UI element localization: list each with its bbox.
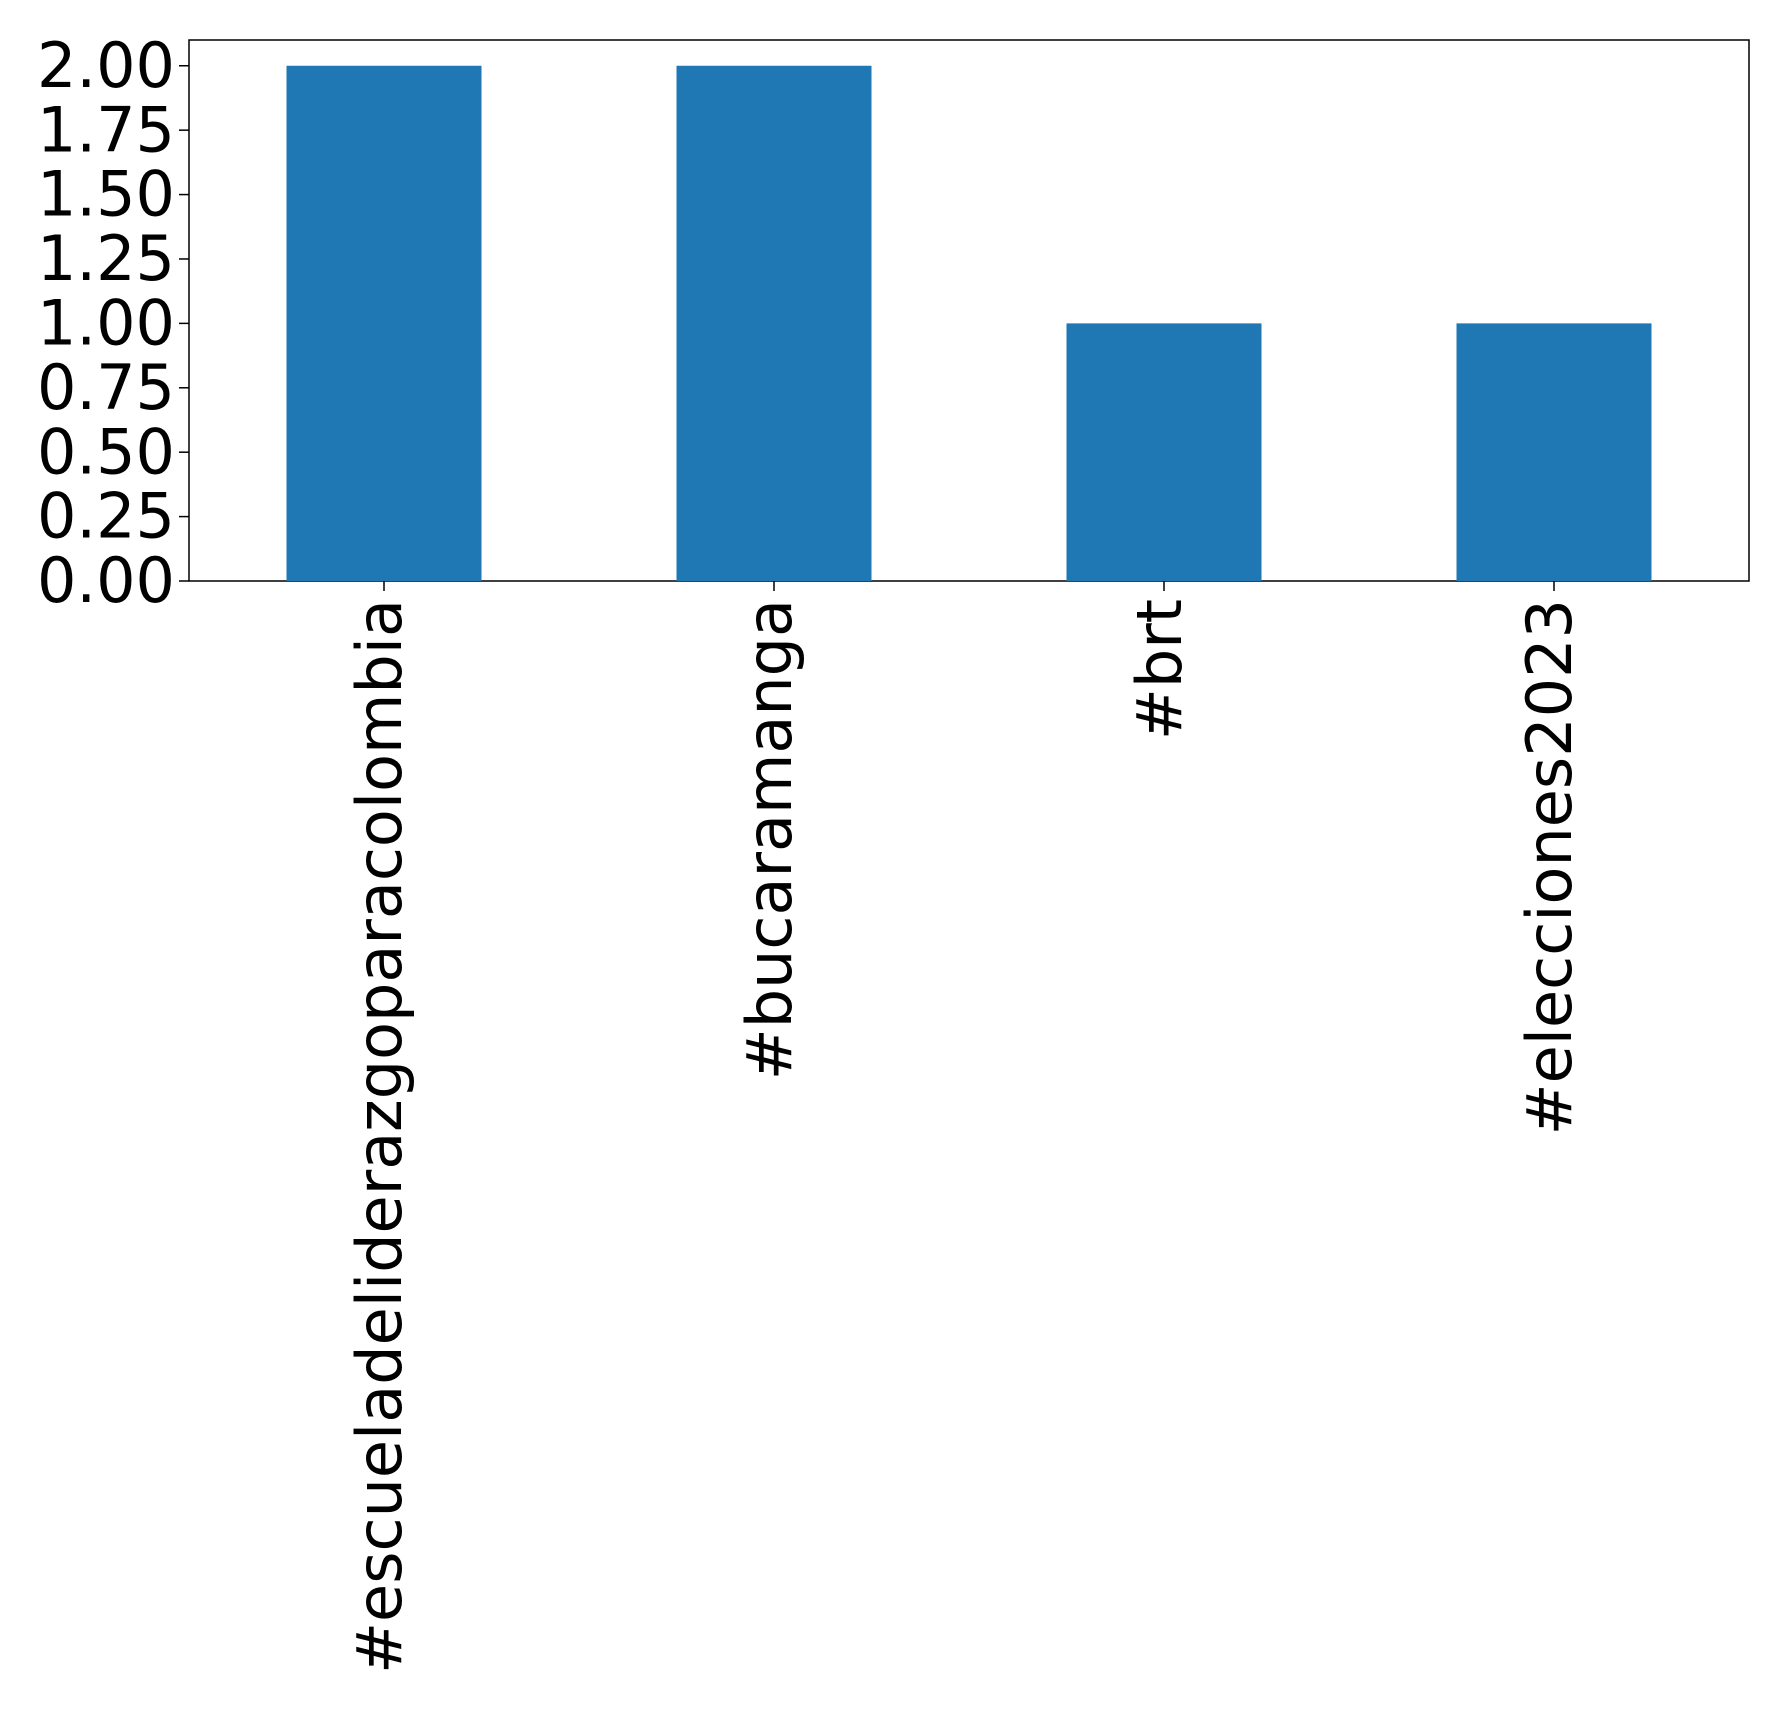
y-tick-label: 2.00 (37, 29, 175, 102)
y-tick-label: 0.00 (37, 544, 175, 617)
y-tick-label: 1.00 (37, 286, 175, 359)
y-tick-label: 1.75 (37, 93, 175, 166)
y-tick-label: 1.25 (37, 222, 175, 295)
plot-frame (188, 39, 1750, 582)
bar (1066, 323, 1262, 581)
x-tick-label: #brt (1123, 599, 1196, 740)
y-tick-label: 0.75 (37, 351, 175, 424)
bar (676, 65, 872, 581)
x-tick-label: #escueladeliderazgoparacolombia (343, 599, 416, 1674)
x-tick-label: #elecciones2023 (1513, 599, 1586, 1135)
x-tick-label: #bucaramanga (733, 599, 806, 1080)
y-tick-label: 1.50 (37, 158, 175, 231)
y-tick-label: 0.25 (37, 480, 175, 553)
y-tick-label: 0.50 (37, 415, 175, 488)
bar (286, 65, 482, 581)
bar (1456, 323, 1652, 581)
